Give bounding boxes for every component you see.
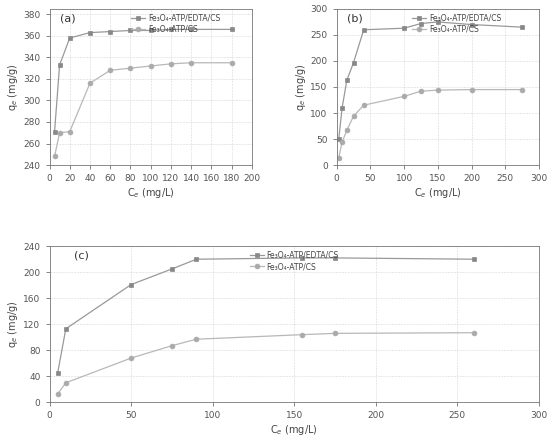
Line: Fe₃O₄-ATP/EDTA/CS: Fe₃O₄-ATP/EDTA/CS <box>52 27 234 134</box>
Fe₃O₄-ATP/CS <box>417 89 424 94</box>
Fe₃O₄-ATP/CS <box>468 87 475 92</box>
Y-axis label: q$_e$ (mg/g): q$_e$ (mg/g) <box>7 63 20 111</box>
Fe₃O₄-ATP/EDTA/CS <box>193 257 200 262</box>
Fe₃O₄-ATP/EDTA/CS <box>67 35 73 41</box>
Fe₃O₄-ATP/CS <box>339 139 345 145</box>
Fe₃O₄-ATP/EDTA/CS <box>147 28 154 33</box>
Fe₃O₄-ATP/EDTA/CS <box>350 60 357 65</box>
Fe₃O₄-ATP/EDTA/CS <box>519 25 525 30</box>
Fe₃O₄-ATP/CS <box>147 63 154 69</box>
Fe₃O₄-ATP/EDTA/CS <box>299 255 306 261</box>
Fe₃O₄-ATP/CS <box>434 88 441 93</box>
Fe₃O₄-ATP/EDTA/CS <box>128 282 134 287</box>
Fe₃O₄-ATP/EDTA/CS <box>107 29 113 34</box>
Fe₃O₄-ATP/EDTA/CS <box>168 27 174 32</box>
Fe₃O₄-ATP/EDTA/CS <box>228 27 235 32</box>
Legend: Fe₃O₄-ATP/EDTA/CS, Fe₃O₄-ATP/CS: Fe₃O₄-ATP/EDTA/CS, Fe₃O₄-ATP/CS <box>411 13 502 34</box>
Fe₃O₄-ATP/EDTA/CS <box>127 28 134 33</box>
Text: (c): (c) <box>74 251 89 261</box>
Fe₃O₄-ATP/EDTA/CS <box>468 22 475 27</box>
Fe₃O₄-ATP/EDTA/CS <box>470 257 477 262</box>
Fe₃O₄-ATP/CS <box>168 343 175 348</box>
Fe₃O₄-ATP/CS <box>519 87 525 92</box>
Text: (a): (a) <box>59 13 75 24</box>
Line: Fe₃O₄-ATP/CS: Fe₃O₄-ATP/CS <box>336 87 525 160</box>
Fe₃O₄-ATP/CS <box>51 154 58 159</box>
Fe₃O₄-ATP/CS <box>332 331 338 336</box>
Fe₃O₄-ATP/EDTA/CS <box>188 27 194 32</box>
Fe₃O₄-ATP/CS <box>336 155 342 160</box>
Fe₃O₄-ATP/CS <box>67 129 73 135</box>
X-axis label: C$_e$ (mg/L): C$_e$ (mg/L) <box>127 186 174 200</box>
Fe₃O₄-ATP/EDTA/CS <box>168 266 175 272</box>
Line: Fe₃O₄-ATP/EDTA/CS: Fe₃O₄-ATP/EDTA/CS <box>55 256 476 375</box>
Line: Fe₃O₄-ATP/EDTA/CS: Fe₃O₄-ATP/EDTA/CS <box>336 20 525 141</box>
Fe₃O₄-ATP/CS <box>63 380 69 385</box>
Fe₃O₄-ATP/CS <box>127 65 134 71</box>
Fe₃O₄-ATP/EDTA/CS <box>87 30 94 35</box>
Fe₃O₄-ATP/CS <box>193 337 200 342</box>
Text: (b): (b) <box>347 13 362 24</box>
Fe₃O₄-ATP/EDTA/CS <box>339 105 345 110</box>
Fe₃O₄-ATP/CS <box>56 130 63 135</box>
Legend: Fe₃O₄-ATP/EDTA/CS, Fe₃O₄-ATP/CS: Fe₃O₄-ATP/EDTA/CS, Fe₃O₄-ATP/CS <box>130 13 221 34</box>
Fe₃O₄-ATP/EDTA/CS <box>63 326 69 332</box>
Fe₃O₄-ATP/CS <box>401 94 408 99</box>
Fe₃O₄-ATP/CS <box>470 330 477 335</box>
Line: Fe₃O₄-ATP/CS: Fe₃O₄-ATP/CS <box>55 330 476 396</box>
Fe₃O₄-ATP/EDTA/CS <box>332 255 338 261</box>
Fe₃O₄-ATP/CS <box>107 67 113 73</box>
Fe₃O₄-ATP/CS <box>360 102 367 108</box>
Fe₃O₄-ATP/CS <box>87 80 94 86</box>
Fe₃O₄-ATP/EDTA/CS <box>344 77 350 83</box>
Fe₃O₄-ATP/EDTA/CS <box>434 19 441 25</box>
X-axis label: C$_e$ (mg/L): C$_e$ (mg/L) <box>271 423 318 437</box>
X-axis label: C$_e$ (mg/L): C$_e$ (mg/L) <box>414 186 461 200</box>
Fe₃O₄-ATP/EDTA/CS <box>360 27 367 33</box>
Fe₃O₄-ATP/EDTA/CS <box>336 136 342 142</box>
Fe₃O₄-ATP/EDTA/CS <box>417 21 424 26</box>
Fe₃O₄-ATP/CS <box>188 60 194 65</box>
Y-axis label: q$_e$ (mg/g): q$_e$ (mg/g) <box>7 300 20 348</box>
Fe₃O₄-ATP/EDTA/CS <box>51 129 58 135</box>
Fe₃O₄-ATP/CS <box>344 127 350 133</box>
Fe₃O₄-ATP/CS <box>228 60 235 65</box>
Fe₃O₄-ATP/CS <box>168 61 174 67</box>
Fe₃O₄-ATP/EDTA/CS <box>401 25 408 31</box>
Fe₃O₄-ATP/CS <box>350 114 357 119</box>
Fe₃O₄-ATP/EDTA/CS <box>54 371 61 376</box>
Fe₃O₄-ATP/EDTA/CS <box>56 62 63 67</box>
Fe₃O₄-ATP/CS <box>128 355 134 361</box>
Fe₃O₄-ATP/CS <box>299 332 306 337</box>
Legend: Fe₃O₄-ATP/EDTA/CS, Fe₃O₄-ATP/CS: Fe₃O₄-ATP/EDTA/CS, Fe₃O₄-ATP/CS <box>249 250 340 272</box>
Fe₃O₄-ATP/CS <box>54 391 61 396</box>
Line: Fe₃O₄-ATP/CS: Fe₃O₄-ATP/CS <box>52 60 234 159</box>
Y-axis label: q$_e$ (mg/g): q$_e$ (mg/g) <box>294 63 307 111</box>
